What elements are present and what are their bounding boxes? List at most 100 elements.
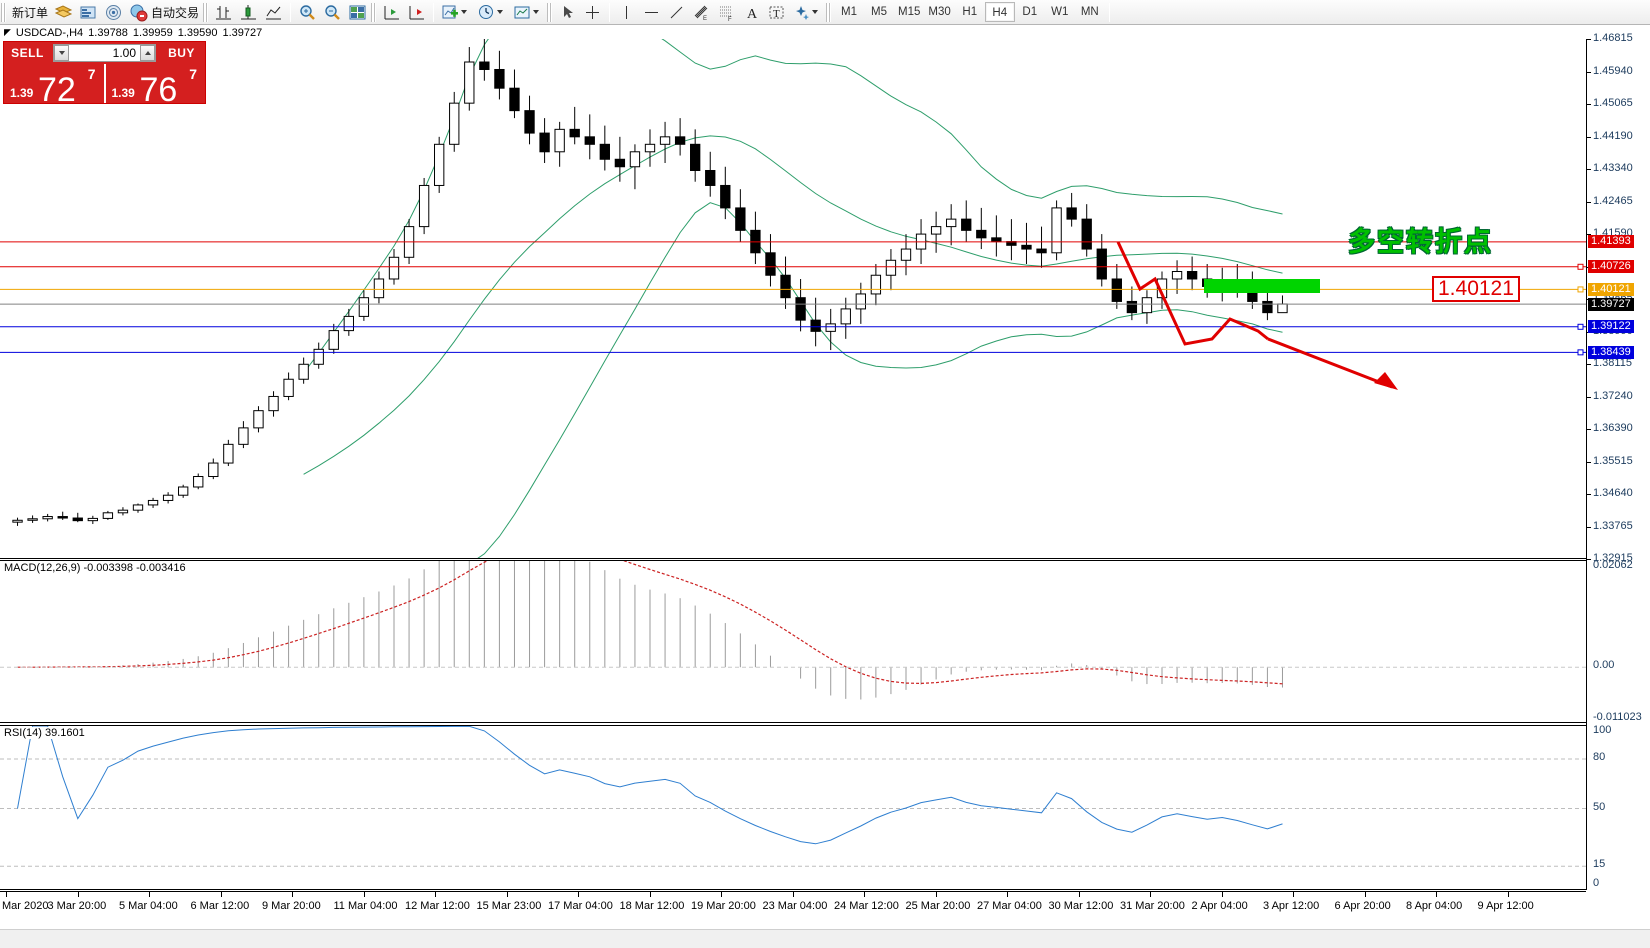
crosshair-tool[interactable]: [580, 1, 605, 24]
date-axis-label: 30 Mar 12:00: [1048, 900, 1114, 912]
chevron-down-icon[interactable]: [461, 10, 468, 14]
chart-shift-button[interactable]: [379, 1, 404, 24]
chart-autoscroll-button[interactable]: [404, 1, 429, 24]
bar-chart-button[interactable]: [211, 1, 236, 24]
shapes-tool[interactable]: [789, 1, 825, 24]
sell-button[interactable]: SELL: [11, 46, 44, 60]
toolbar-grip-2[interactable]: [203, 2, 209, 22]
new-order-button[interactable]: 新订单: [9, 1, 51, 24]
ohlc-open: 1.39788: [88, 26, 128, 39]
date-axis-label: 17 Mar 04:00: [548, 900, 613, 912]
sell-price-main: 72: [38, 71, 76, 109]
price-level-badge-resistance[interactable]: 1.40726: [1588, 260, 1634, 274]
price-axis-label: 1.35515: [1593, 454, 1633, 467]
templates-button[interactable]: [510, 1, 546, 24]
vertical-line-tool[interactable]: [614, 1, 639, 24]
price-axis[interactable]: 1.46815 1.45940 1.45065 1.44190 1.43340 1.424…: [1586, 32, 1650, 890]
text-tool[interactable]: A: [739, 1, 764, 24]
volume-stepper[interactable]: 1.00: [53, 44, 156, 62]
one-click-trading-panel[interactable]: SELL 1.00 BUY 1.39 72 7 1.39 76 7: [3, 41, 206, 107]
tab-timeframe-m5[interactable]: M5: [871, 6, 888, 18]
tab-timeframe-mn[interactable]: MN: [1080, 6, 1099, 18]
toolbar-grip[interactable]: [1, 2, 6, 22]
toolbar-grip-5[interactable]: [826, 2, 832, 22]
date-axis-label: 19 Mar 20:00: [691, 900, 756, 912]
volume-increase-button[interactable]: [140, 45, 155, 61]
text-label-tool[interactable]: T: [764, 1, 789, 24]
buy-button[interactable]: BUY: [168, 46, 195, 60]
price-level-badge-support[interactable]: 1.39122: [1588, 320, 1634, 334]
svg-text:F: F: [728, 17, 732, 22]
axis-tick: [1587, 461, 1591, 463]
macd-indicator-label: MACD(12,26,9) -0.003398 -0.003416: [3, 562, 187, 574]
axis-tick: [1587, 169, 1591, 170]
market-watch-button[interactable]: [76, 1, 101, 24]
horizontal-line-tool[interactable]: [639, 1, 664, 24]
candlestick-chart-button[interactable]: [236, 1, 261, 24]
tab-timeframe-m15[interactable]: M15: [898, 6, 921, 18]
rsi-pane[interactable]: [0, 725, 1586, 890]
buy-price-quote[interactable]: 1.39 76 7: [106, 64, 206, 107]
chevron-down-icon-2[interactable]: [497, 10, 504, 14]
date-tick: [1221, 891, 1223, 897]
volume-decrease-button[interactable]: [54, 45, 69, 61]
green-highlight-zone: [1204, 279, 1320, 294]
chevron-down-icon-3[interactable]: [533, 10, 540, 14]
axis-tick: [1587, 104, 1591, 106]
price-level-badge-pivot[interactable]: 1.40121: [1588, 282, 1634, 296]
macd-axis-label: -0.011023: [1593, 711, 1642, 723]
cursor-tool[interactable]: [555, 1, 580, 24]
price-axis-label: 1.32915: [1593, 552, 1633, 564]
price-level-badge-bid[interactable]: 1.39727: [1588, 297, 1634, 311]
zoom-out-button[interactable]: [320, 1, 345, 24]
autoscroll-icon: [409, 5, 425, 19]
volume-input[interactable]: 1.00: [112, 46, 136, 60]
price-axis-label: 1.46815: [1593, 32, 1633, 44]
toolbar-grip-4[interactable]: [547, 2, 553, 22]
tab-timeframe-h4[interactable]: H4: [984, 2, 1015, 22]
price-axis-label: 1.36390: [1593, 422, 1633, 434]
candlestick-icon: [241, 4, 257, 19]
date-axis-label: 18 Mar 12:00: [619, 900, 685, 912]
sell-price-quote[interactable]: 1.39 72 7: [4, 64, 106, 107]
turning-point-annotation: 多空转折点: [1348, 226, 1493, 257]
autotrading-button[interactable]: 自动交易: [126, 1, 202, 24]
chart-container[interactable]: MACD(12,26,9) -0.003398 -0.003416 RSI(14…: [0, 32, 1650, 929]
data-window-button[interactable]: [101, 1, 126, 24]
price-axis-label: 1.45940: [1593, 64, 1633, 77]
tab-timeframe-w1[interactable]: W1: [1051, 6, 1069, 18]
tab-timeframe-d1[interactable]: D1: [1022, 6, 1038, 18]
tile-windows-button[interactable]: [345, 1, 370, 24]
date-axis-label: 6 Mar 12:00: [190, 900, 250, 912]
line-chart-button[interactable]: [261, 1, 286, 24]
trendline-tool[interactable]: [664, 1, 689, 24]
bottom-scroll-strip[interactable]: [0, 929, 1650, 948]
date-tick: [1007, 891, 1008, 897]
date-axis-label: 24 Mar 12:00: [834, 900, 899, 912]
date-tick: [363, 891, 365, 897]
price-level-badge-resistance[interactable]: 1.41393: [1588, 235, 1634, 249]
tab-timeframe-h1[interactable]: H1: [962, 6, 978, 18]
tab-timeframe-m1[interactable]: M1: [841, 6, 858, 18]
zoom-in-button[interactable]: [295, 1, 320, 24]
chevron-down-icon-4[interactable]: [812, 10, 819, 14]
date-axis-label: 3 Apr 12:00: [1263, 900, 1320, 912]
equidistant-channel-tool[interactable]: E: [689, 1, 714, 24]
new-order-label: 新订单: [12, 5, 49, 20]
periods-button[interactable]: [474, 1, 510, 24]
shapes-icon: [796, 5, 810, 20]
zoom-out-icon: [325, 4, 340, 20]
price-axis-label: 1.44190: [1593, 130, 1633, 143]
price-axis-label: 1.38115: [1593, 357, 1632, 370]
date-axis-label: 12 Mar 12:00: [405, 900, 470, 912]
tab-timeframe-m30[interactable]: M30: [928, 6, 951, 18]
price-level-badge-support[interactable]: 1.38439: [1588, 345, 1634, 359]
toolbar-grip-3[interactable]: [371, 2, 377, 22]
profiles-button[interactable]: [51, 1, 76, 24]
macd-pane[interactable]: [0, 560, 1586, 723]
price-pane[interactable]: [0, 39, 1586, 559]
date-axis[interactable]: Mar 2020 3 Mar 20:00 5 Mar 04:00 6 Mar 12:0…: [0, 891, 1650, 929]
indicators-button[interactable]: [438, 1, 474, 24]
fibonacci-tool[interactable]: F: [714, 1, 739, 24]
date-tick: [1150, 891, 1151, 897]
